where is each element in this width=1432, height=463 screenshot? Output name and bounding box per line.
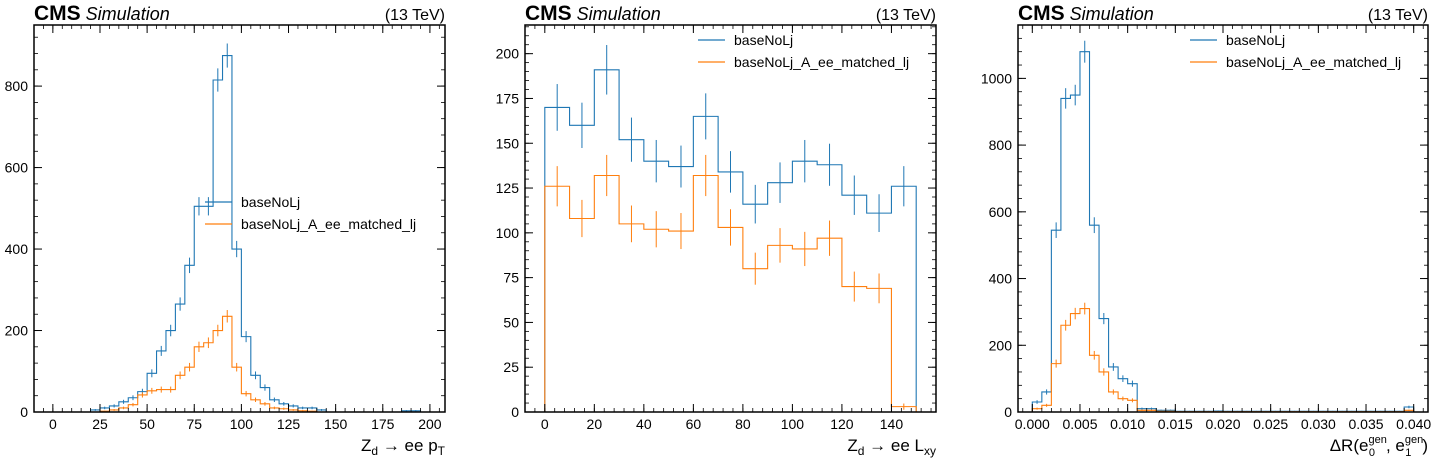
- y-tick-label: 800: [5, 78, 29, 94]
- energy-label: (13 TeV): [385, 7, 445, 24]
- legend: baseNoLj baseNoLj_A_ee_matched_lj: [205, 194, 416, 232]
- cms-label: CMS Simulation: [1018, 2, 1154, 25]
- x-tick-label: 120: [830, 416, 854, 432]
- x-axis-label: Zd → ee Lxy: [847, 436, 936, 458]
- axes-frame: [524, 24, 937, 413]
- experiment-label: CMS: [525, 2, 572, 25]
- x-tick-label: 40: [636, 416, 652, 432]
- histogram-step-line: [1031, 51, 1415, 412]
- y-tick-label: 200: [496, 46, 520, 62]
- x-tick-label: 125: [277, 416, 301, 432]
- y-tick-label: 400: [5, 241, 29, 257]
- x-tick-label: 60: [686, 416, 702, 432]
- chart-panel-1: CMS Simulation (13 TeV) 0 20 40 60 80 100 120 140 0…: [496, 2, 937, 458]
- simulation-label: Simulation: [86, 4, 170, 24]
- x-tick-label: 175: [371, 416, 395, 432]
- legend-label: baseNoLj: [241, 194, 300, 210]
- x-tick-label: 25: [92, 416, 108, 432]
- x-tick-label: 80: [735, 416, 751, 432]
- simulation-label: Simulation: [1070, 4, 1154, 24]
- x-tick-label: 0.005: [1062, 416, 1097, 432]
- x-tick-label: 150: [324, 416, 348, 432]
- series-1: [544, 154, 917, 412]
- x-tick-label: 0.020: [1205, 416, 1240, 432]
- x-tick-label: 0.015: [1158, 416, 1193, 432]
- series-0: [1031, 40, 1415, 412]
- cms-label: CMS Simulation: [525, 2, 661, 25]
- x-tick-label: 100: [781, 416, 805, 432]
- x-tick-label: 140: [880, 416, 904, 432]
- x-tick-label: 0.000: [1015, 416, 1050, 432]
- axes-frame: [33, 24, 446, 413]
- y-tick-label: 0: [20, 404, 28, 420]
- legend: baseNoLj baseNoLj_A_ee_matched_lj: [698, 32, 909, 70]
- x-tick-label: 50: [139, 416, 155, 432]
- y-tick-label: 600: [989, 204, 1013, 220]
- y-tick-label: 800: [989, 137, 1013, 153]
- y-tick-label: 0: [1004, 404, 1012, 420]
- x-axis-label: ΔR(egen 0, egen 1): [1330, 434, 1428, 459]
- chart-panel-0: CMS Simulation (13 TeV) 0 25 50 75 100 125 150 175…: [5, 2, 446, 458]
- x-axis-label: Zd → ee pT: [361, 436, 446, 458]
- cms-label: CMS Simulation: [34, 2, 170, 25]
- y-tick-label: 200: [989, 337, 1013, 353]
- legend-label: baseNoLj_A_ee_matched_lj: [1226, 54, 1401, 70]
- x-tick-label: 0: [49, 416, 57, 432]
- y-tick-label: 25: [503, 359, 519, 375]
- series-0: [544, 45, 917, 412]
- x-tick-label: 0.040: [1396, 416, 1431, 432]
- y-tick-label: 150: [496, 135, 520, 151]
- x-tick-label: 20: [587, 416, 603, 432]
- chart-panel-2: CMS Simulation (13 TeV) 0.000 0.005 0.010 0.01…: [981, 2, 1432, 459]
- y-tick-label: 0: [511, 404, 519, 420]
- legend-label: baseNoLj: [1226, 32, 1285, 48]
- experiment-label: CMS: [34, 2, 81, 25]
- y-tick-label: 600: [5, 160, 29, 176]
- y-tick-label: 50: [503, 314, 519, 330]
- energy-label: (13 TeV): [1368, 7, 1428, 24]
- y-tick-label: 400: [989, 271, 1013, 287]
- series-1: [1031, 302, 1415, 413]
- y-tick-label: 200: [5, 323, 29, 339]
- histogram-step-line: [1031, 308, 1415, 413]
- legend-label: baseNoLj: [734, 32, 793, 48]
- x-tick-label: 0.030: [1301, 416, 1336, 432]
- energy-label: (13 TeV): [876, 7, 936, 24]
- y-tick-label: 175: [496, 90, 520, 106]
- legend-label: baseNoLj_A_ee_matched_lj: [734, 54, 909, 70]
- x-tick-label: 100: [230, 416, 254, 432]
- x-tick-label: 0.035: [1348, 416, 1383, 432]
- y-tick-label: 1000: [981, 70, 1012, 86]
- x-tick-label: 75: [186, 416, 202, 432]
- y-tick-label: 125: [496, 180, 520, 196]
- legend-label: baseNoLj_A_ee_matched_lj: [241, 216, 416, 232]
- histogram-step-line: [52, 55, 430, 413]
- legend: baseNoLj baseNoLj_A_ee_matched_lj: [1190, 32, 1401, 70]
- y-tick-label: 75: [503, 270, 519, 286]
- x-tick-label: 0.025: [1253, 416, 1288, 432]
- x-tick-label: 200: [418, 416, 442, 432]
- simulation-label: Simulation: [577, 4, 661, 24]
- experiment-label: CMS: [1018, 2, 1065, 25]
- x-tick-label: 0: [541, 416, 549, 432]
- x-tick-label: 0.010: [1110, 416, 1145, 432]
- y-tick-label: 100: [496, 225, 520, 241]
